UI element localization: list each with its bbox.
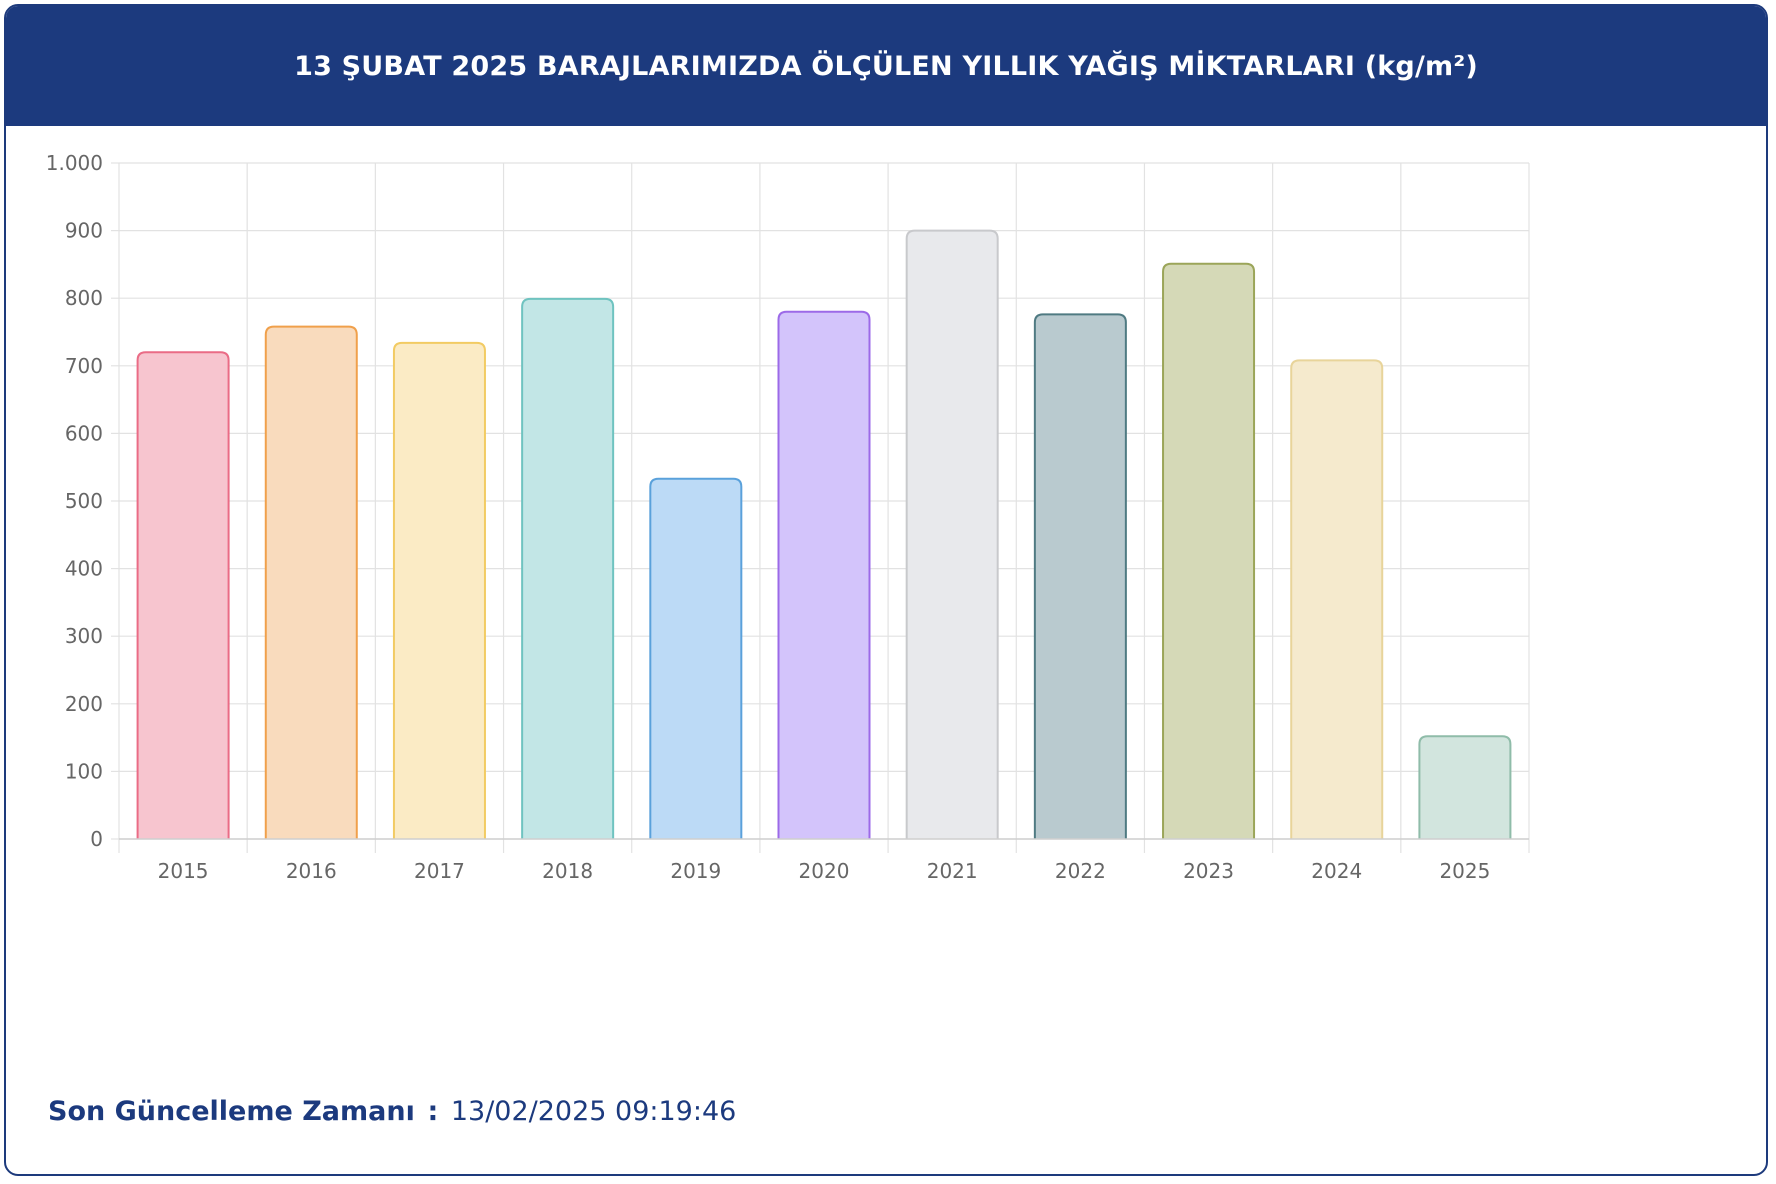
y-tick-label: 200: [65, 692, 103, 716]
x-tick-label: 2015: [158, 859, 209, 883]
last-update-separator: :: [427, 1096, 439, 1127]
x-tick-label: 2020: [799, 859, 850, 883]
bar-2023[interactable]: [1163, 263, 1255, 839]
bar-2024[interactable]: [1291, 360, 1383, 839]
last-update-value: 13/02/2025 09:19:46: [450, 1096, 737, 1127]
y-tick-label: 600: [65, 421, 103, 445]
last-update: Son Güncelleme Zamanı : 13/02/2025 09:19…: [48, 1096, 736, 1127]
bar-2022[interactable]: [1034, 314, 1126, 839]
bar-outline-2020: [777, 310, 871, 839]
bar-outline-2021: [905, 229, 999, 839]
x-tick-label: 2017: [414, 859, 465, 883]
x-tick-label: 2024: [1311, 859, 1362, 883]
bar-outline-2022: [1033, 313, 1127, 839]
y-tick-label: 100: [65, 759, 103, 783]
bar-2017[interactable]: [393, 342, 485, 839]
bar-2018[interactable]: [522, 298, 614, 840]
y-tick-label: 500: [65, 489, 103, 513]
bar-2019[interactable]: [650, 478, 742, 839]
y-tick-label: 700: [65, 354, 103, 378]
bar-outline-2024: [1290, 359, 1384, 839]
bar-2020[interactable]: [778, 311, 870, 840]
bar-outline-2023: [1162, 262, 1256, 839]
bar-2016[interactable]: [265, 326, 357, 839]
chart-card: 13 ŞUBAT 2025 BARAJLARIMIZDA ÖLÇÜLEN YIL…: [4, 4, 1768, 1176]
y-tick-label: 800: [65, 286, 103, 310]
x-tick-label: 2019: [670, 859, 721, 883]
bar-chart: 0 100 200 300 400 500 600 700 800 900 1.000 2015 201…: [46, 151, 1530, 883]
bar-outline-2025: [1418, 735, 1512, 839]
y-tick-label: 300: [65, 624, 103, 648]
card-header: 13 ŞUBAT 2025 BARAJLARIMIZDA ÖLÇÜLEN YIL…: [6, 6, 1766, 126]
last-update-label: Son Güncelleme Zamanı: [48, 1096, 415, 1127]
y-tick-label: 900: [65, 219, 103, 243]
bar-2015[interactable]: [137, 352, 229, 839]
bar-2025[interactable]: [1419, 736, 1511, 839]
x-tick-label: 2023: [1183, 859, 1234, 883]
x-tick-label: 2021: [927, 859, 978, 883]
y-tick-label: 400: [65, 557, 103, 581]
x-tick-label: 2016: [286, 859, 337, 883]
bar-outline-2015: [136, 351, 230, 839]
y-tick-label: 1.000: [46, 151, 103, 175]
bar-outline-2016: [264, 325, 358, 839]
bar-outline-2019: [649, 477, 743, 839]
bar-outline-2018: [521, 297, 615, 839]
y-tick-label: 0: [90, 827, 103, 851]
x-tick-label: 2025: [1439, 859, 1490, 883]
x-tick-label: 2022: [1055, 859, 1106, 883]
chart-title: 13 ŞUBAT 2025 BARAJLARIMIZDA ÖLÇÜLEN YIL…: [294, 50, 1478, 82]
bar-2021[interactable]: [906, 230, 998, 840]
bar-outline-2017: [392, 341, 486, 839]
x-tick-label: 2018: [542, 859, 593, 883]
